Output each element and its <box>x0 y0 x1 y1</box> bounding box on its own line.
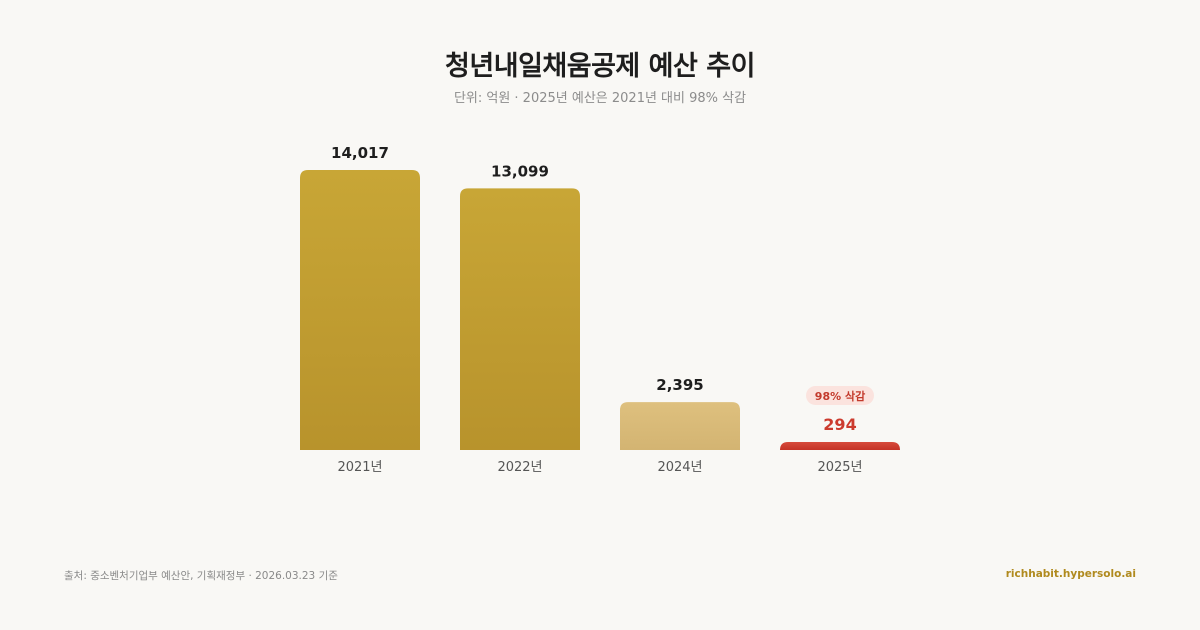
bar-value-label: 14,017 <box>331 144 389 162</box>
bar-2 <box>460 188 580 450</box>
reduction-badge <box>806 386 874 405</box>
footer-brand: richhabit.hypersolo.ai <box>1005 568 1136 580</box>
bar-4 <box>780 442 900 450</box>
x-tick-label: 2025년 <box>817 460 862 475</box>
x-tick-label: 2024년 <box>657 460 702 475</box>
chart-subtitle: 단위: 억원 · 2025년 예산은 2021년 대비 98% 삭감 <box>453 91 747 106</box>
bar-value-label: 2,395 <box>656 376 703 394</box>
bar-3 <box>620 402 740 450</box>
reduction-badge-label: 98% 삭감 <box>815 389 865 403</box>
bar-value-label: 13,099 <box>491 162 549 180</box>
x-tick-label: 2021년 <box>337 460 382 475</box>
footer-source: 출처: 중소벤처기업부 예산안, 기획재정부 · 2026.03.23 기준 <box>64 570 338 582</box>
bar-1 <box>300 170 420 450</box>
bar-value-label: 294 <box>823 415 856 434</box>
x-tick-label: 2022년 <box>497 460 542 475</box>
chart-title: 청년내일채움공제 예산 추이 <box>445 51 755 82</box>
